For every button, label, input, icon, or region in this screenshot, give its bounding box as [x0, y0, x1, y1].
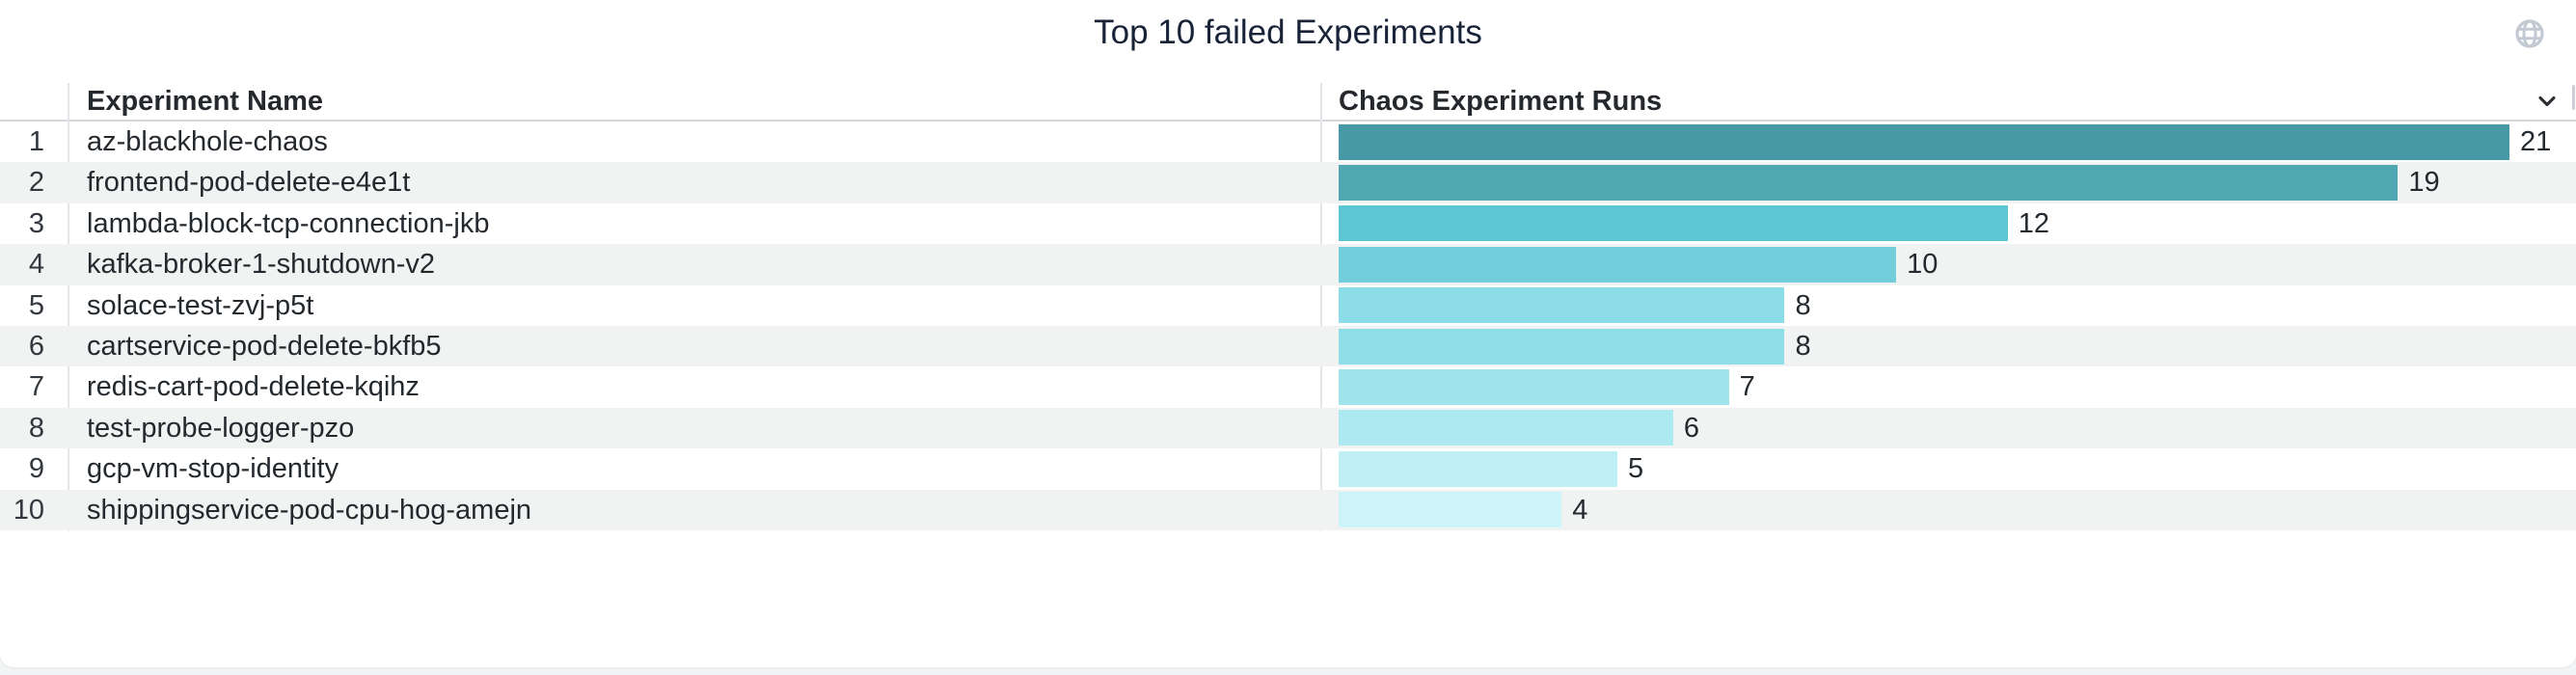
- runs-bar: [1339, 492, 1562, 528]
- runs-bar-cell: 4: [1339, 490, 2576, 530]
- row-number: 6: [28, 330, 44, 362]
- runs-bar-cell: 21: [1339, 122, 2576, 162]
- row-number: 10: [13, 494, 44, 526]
- runs-bar: [1339, 410, 1673, 446]
- row-number: 7: [28, 371, 44, 403]
- runs-bar: [1339, 123, 2509, 160]
- column-header-experiment-name[interactable]: Experiment Name: [87, 86, 323, 117]
- scrollbar-thumb[interactable]: [2572, 85, 2575, 110]
- table-row: 7 redis-cart-pod-delete-kqihz 7: [0, 366, 2576, 407]
- table-row: 9 gcp-vm-stop-identity 5: [0, 448, 2576, 489]
- runs-value: 5: [1628, 453, 1644, 485]
- experiment-name: az-blackhole-chaos: [87, 126, 328, 157]
- experiment-name: frontend-pod-delete-e4e1t: [87, 167, 411, 199]
- experiment-name: lambda-block-tcp-connection-jkb: [87, 207, 490, 239]
- runs-bar: [1339, 246, 1897, 283]
- table-header-row: Experiment Name Chaos Experiment Runs: [0, 83, 2576, 122]
- experiment-name: gcp-vm-stop-identity: [87, 453, 339, 485]
- runs-value: 6: [1683, 412, 1699, 444]
- runs-value: 8: [1795, 289, 1811, 321]
- experiment-name: cartservice-pod-delete-bkfb5: [87, 330, 442, 362]
- runs-bar-cell: 8: [1339, 285, 2576, 326]
- row-number: 4: [28, 249, 44, 281]
- experiment-name: test-probe-logger-pzo: [87, 412, 355, 444]
- runs-bar-cell: 6: [1339, 408, 2576, 448]
- experiment-name: redis-cart-pod-delete-kqihz: [87, 371, 420, 403]
- runs-bar: [1339, 450, 1618, 487]
- runs-bar-cell: 19: [1339, 162, 2576, 202]
- row-number: 3: [28, 207, 44, 239]
- runs-bar-cell: 8: [1339, 326, 2576, 366]
- runs-value: 7: [1739, 371, 1755, 403]
- runs-bar-cell: 10: [1339, 244, 2576, 284]
- experiment-name: kafka-broker-1-shutdown-v2: [87, 249, 436, 281]
- column-header-chaos-experiment-runs[interactable]: Chaos Experiment Runs: [1339, 86, 1663, 117]
- runs-bar: [1339, 287, 1785, 324]
- column-divider-runs: [1320, 83, 1322, 531]
- row-number: 1: [28, 126, 44, 157]
- runs-bar-cell: 5: [1339, 448, 2576, 489]
- globe-icon: [2515, 19, 2544, 48]
- chevron-down-icon[interactable]: [2534, 88, 2561, 115]
- runs-bar: [1339, 165, 2399, 202]
- runs-value: 12: [2018, 207, 2049, 239]
- row-number: 5: [28, 289, 44, 321]
- runs-bar: [1339, 205, 2008, 242]
- runs-bar: [1339, 369, 1729, 406]
- row-number: 9: [28, 453, 44, 485]
- row-number: 2: [28, 167, 44, 199]
- experiment-name: shippingservice-pod-cpu-hog-amejn: [87, 494, 532, 526]
- table-row: 3 lambda-block-tcp-connection-jkb 12: [0, 203, 2576, 244]
- panel-title: Top 10 failed Experiments: [1094, 14, 1482, 51]
- runs-bar: [1339, 328, 1785, 364]
- column-divider-rank: [68, 83, 69, 531]
- runs-value: 21: [2520, 126, 2552, 157]
- table-row: 2 frontend-pod-delete-e4e1t 19: [0, 162, 2576, 203]
- runs-bar-cell: 12: [1339, 203, 2576, 244]
- runs-value: 19: [2408, 167, 2440, 199]
- runs-value: 10: [1907, 249, 1939, 281]
- table-body: 1 az-blackhole-chaos 21 2 frontend-pod-d…: [0, 122, 2576, 530]
- runs-bar-cell: 7: [1339, 366, 2576, 407]
- runs-value: 8: [1795, 330, 1811, 362]
- table-row: 1 az-blackhole-chaos 21: [0, 122, 2576, 162]
- row-number: 8: [28, 412, 44, 444]
- table-row: 10 shippingservice-pod-cpu-hog-amejn 4: [0, 489, 2576, 530]
- table-row: 5 solace-test-zvj-p5t 8: [0, 285, 2576, 326]
- table-row: 6 cartservice-pod-delete-bkfb5 8: [0, 325, 2576, 367]
- table-row: 8 test-probe-logger-pzo 6: [0, 407, 2576, 449]
- runs-value: 4: [1572, 494, 1588, 526]
- experiment-name: solace-test-zvj-p5t: [87, 289, 314, 321]
- table-row: 4 kafka-broker-1-shutdown-v2 10: [0, 244, 2576, 285]
